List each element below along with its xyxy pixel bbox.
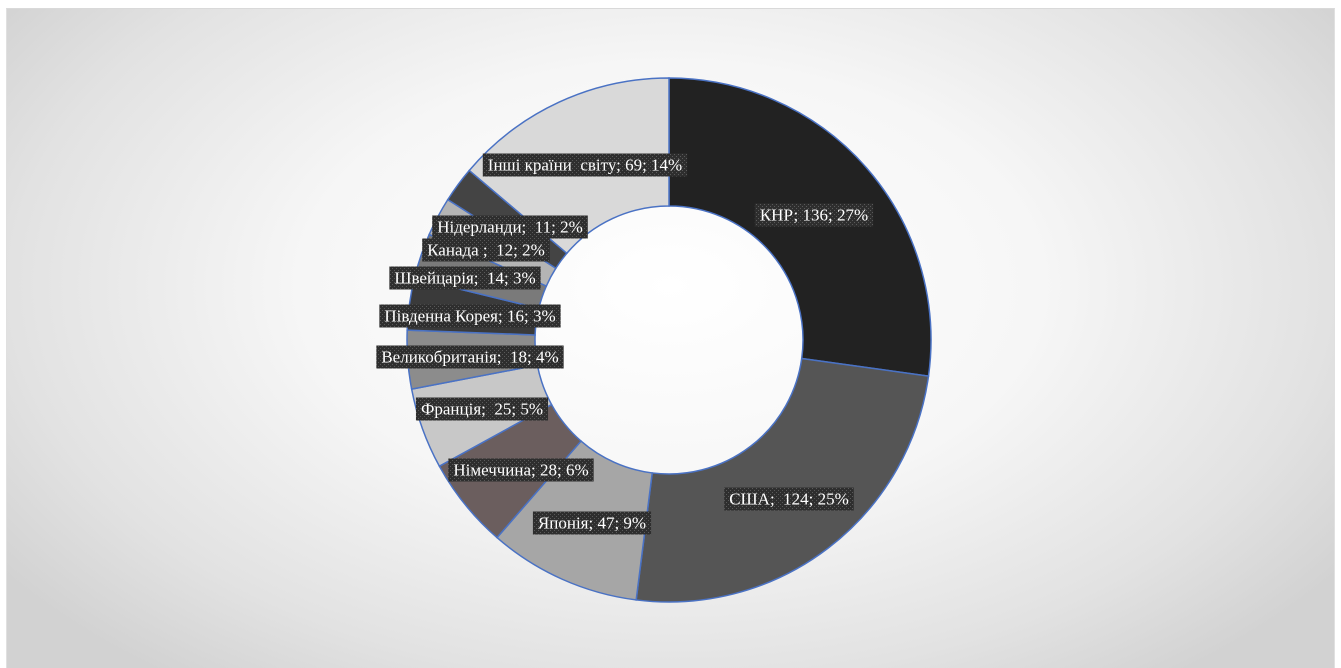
data-label-background <box>482 153 688 177</box>
data-label-background <box>376 345 564 369</box>
slice-1 <box>635 357 930 603</box>
data-label-text: Швейцарія; 14; 3% <box>394 269 535 288</box>
data-label-9: Нідерланди; 11; 2% <box>432 215 588 239</box>
data-label-7: Швейцарія; 14; 3% <box>389 266 541 290</box>
data-label-background <box>448 458 594 482</box>
data-label-background <box>754 203 874 227</box>
data-label-1: США; 124; 25% <box>724 487 854 511</box>
data-label-text: Інші країни світу; 69; 14% <box>488 156 682 175</box>
data-label-background <box>415 397 549 421</box>
data-label-2: Японія; 47; 9% <box>532 511 652 535</box>
data-label-text: Великобританія; 18; 4% <box>381 348 558 367</box>
data-label-4: Франція; 25; 5% <box>415 397 549 421</box>
data-label-background <box>422 238 550 262</box>
data-labels: КНР; 136; 27% США; 124; 25% Японія; 47; 9%… <box>376 153 874 535</box>
data-label-background <box>432 215 588 239</box>
data-label-background <box>532 511 652 535</box>
data-label-background <box>379 304 561 328</box>
data-label-text: Німеччина; 28; 6% <box>453 461 588 480</box>
data-label-background <box>724 487 854 511</box>
data-label-text: США; 124; 25% <box>729 490 849 509</box>
data-label-text: КНР; 136; 27% <box>760 206 868 225</box>
data-label-6: Південна Корея; 16; 3% <box>379 304 561 328</box>
data-label-0: КНР; 136; 27% <box>754 203 874 227</box>
data-label-8: Канада ; 12; 2% <box>422 238 550 262</box>
data-label-text: Нідерланди; 11; 2% <box>437 218 583 237</box>
slice-0 <box>668 77 932 377</box>
data-label-background <box>389 266 541 290</box>
data-label-text: Франція; 25; 5% <box>421 400 543 419</box>
data-label-3: Німеччина; 28; 6% <box>448 458 594 482</box>
data-label-5: Великобританія; 18; 4% <box>376 345 564 369</box>
data-label-text: Південна Корея; 16; 3% <box>384 307 555 326</box>
data-label-text: Японія; 47; 9% <box>538 514 646 533</box>
data-label-text: Канада ; 12; 2% <box>427 241 545 260</box>
data-label-10: Інші країни світу; 69; 14% <box>482 153 688 177</box>
